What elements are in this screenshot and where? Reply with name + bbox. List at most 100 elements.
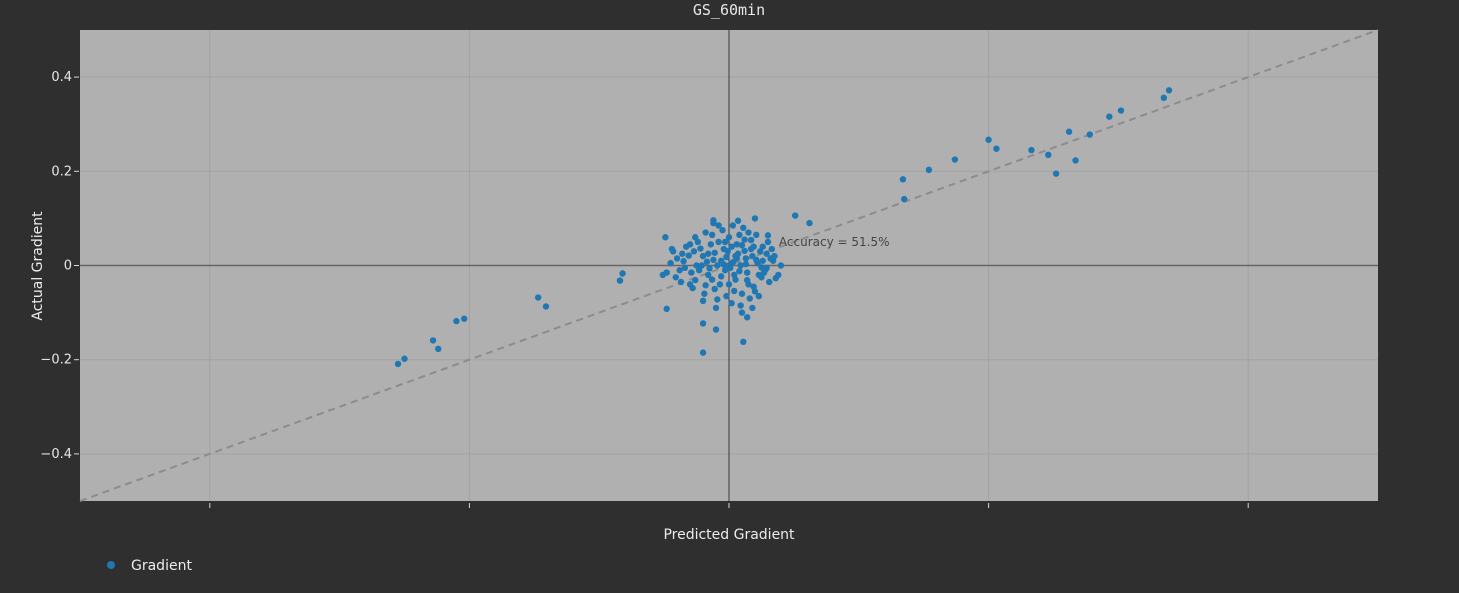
data-point	[677, 278, 685, 286]
data-point	[747, 236, 755, 244]
data-point	[751, 215, 759, 222]
data-point	[710, 219, 717, 227]
data-point	[708, 231, 716, 239]
data-point	[699, 349, 707, 356]
data-point	[686, 281, 694, 288]
y-tick-label: 0.2	[51, 164, 72, 179]
data-point	[734, 217, 742, 224]
data-point	[749, 252, 756, 260]
data-point	[680, 258, 687, 265]
data-point	[669, 248, 677, 255]
y-axis-label: Actual Gradient	[30, 211, 46, 321]
series-gradient-points	[394, 87, 1173, 368]
data-point	[616, 277, 624, 284]
data-point	[716, 281, 724, 288]
data-point	[760, 269, 768, 276]
data-point	[732, 252, 739, 260]
data-point	[693, 262, 700, 269]
legend[interactable]: Gradient	[107, 558, 192, 574]
data-point	[429, 337, 437, 344]
data-point	[740, 224, 747, 232]
data-point	[749, 304, 756, 312]
x-axis-label: Predicted Gradient	[663, 527, 795, 543]
data-point	[673, 255, 681, 262]
data-point	[763, 264, 770, 272]
data-point	[712, 326, 720, 333]
y-tick-label: 0.4	[51, 70, 72, 85]
data-point	[715, 238, 722, 246]
data-point	[755, 292, 763, 300]
data-point	[753, 231, 760, 239]
data-point	[1065, 128, 1073, 135]
data-point	[736, 267, 743, 275]
data-point	[697, 245, 704, 252]
data-point	[534, 294, 542, 301]
data-point	[763, 250, 770, 257]
data-point	[702, 229, 709, 236]
data-point	[701, 290, 708, 297]
data-point	[901, 195, 908, 203]
data-point	[738, 290, 746, 297]
data-point	[1117, 107, 1125, 114]
data-point	[721, 238, 729, 246]
legend-label: Gradient	[131, 558, 192, 574]
data-point	[759, 243, 766, 250]
data-point	[766, 278, 773, 286]
data-point	[764, 232, 772, 239]
data-point	[714, 262, 721, 269]
data-point	[619, 270, 626, 277]
data-point	[764, 238, 772, 246]
data-point	[663, 269, 670, 276]
data-point	[791, 212, 799, 219]
data-point	[699, 320, 707, 327]
x-axis-ticks	[209, 503, 1249, 508]
data-point	[754, 259, 761, 267]
y-axis-ticks: −0.4 −0.2 0 0.2 0.4	[40, 70, 79, 462]
data-point	[806, 219, 813, 227]
data-point	[725, 234, 733, 241]
data-point	[1165, 87, 1173, 94]
data-point	[1072, 157, 1079, 164]
data-point	[435, 345, 442, 353]
data-point	[742, 260, 750, 268]
data-point	[686, 241, 694, 248]
data-point	[736, 231, 743, 239]
y-tick-label: 0	[64, 259, 72, 274]
data-point	[706, 265, 713, 272]
data-point	[685, 252, 692, 259]
data-point	[688, 269, 695, 276]
data-point	[690, 248, 698, 255]
data-point	[705, 271, 712, 279]
data-point	[768, 245, 776, 253]
data-point	[750, 243, 757, 250]
data-point	[699, 297, 707, 305]
data-point	[718, 273, 725, 280]
data-point	[667, 259, 674, 267]
data-point	[695, 267, 703, 274]
data-point	[1045, 151, 1052, 159]
data-point	[679, 250, 686, 257]
data-point	[662, 234, 669, 241]
data-point	[694, 238, 702, 246]
data-point	[737, 262, 744, 269]
data-point	[453, 317, 460, 325]
chart-title: GS_60min	[693, 1, 765, 19]
data-point	[759, 257, 766, 264]
data-point	[712, 304, 720, 312]
data-point	[951, 156, 959, 163]
data-point	[751, 288, 759, 295]
data-point	[721, 267, 729, 274]
data-point	[1028, 146, 1035, 154]
data-point	[756, 248, 764, 255]
data-point	[401, 355, 408, 362]
data-point	[993, 145, 1000, 152]
data-point	[758, 274, 765, 281]
data-point	[758, 264, 765, 271]
data-point	[899, 176, 907, 183]
data-point	[702, 282, 709, 289]
data-point	[676, 267, 683, 274]
data-point	[711, 249, 718, 256]
data-point	[394, 360, 402, 368]
data-point	[743, 269, 751, 276]
data-point	[1106, 113, 1113, 120]
